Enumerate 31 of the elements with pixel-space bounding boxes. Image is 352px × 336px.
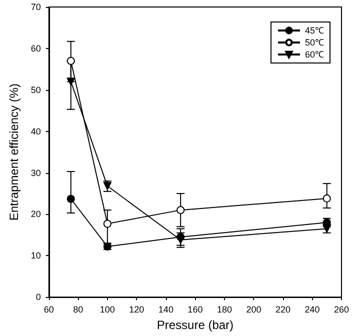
x-tick-label: 100 (100, 304, 115, 315)
y-tick-label: 10 (30, 250, 41, 261)
point (322, 194, 331, 202)
y-tick-label: 50 (30, 84, 41, 95)
point (66, 78, 75, 86)
legend-label: 60℃ (304, 50, 324, 60)
y-tick-label: 20 (30, 209, 41, 220)
legend-label: 45℃ (304, 26, 324, 36)
point (176, 236, 185, 244)
point (66, 194, 75, 203)
legend-label: 50℃ (304, 38, 324, 48)
x-tick-label: 200 (246, 304, 262, 315)
x-tick-label: 80 (73, 304, 84, 315)
point (176, 206, 185, 214)
x-tick-label: 240 (304, 304, 320, 315)
y-tick-label: 70 (30, 2, 41, 12)
x-tick-label: 180 (216, 304, 232, 315)
x-tick-label: 220 (275, 304, 290, 315)
x-tick-label: 160 (188, 304, 203, 315)
y-tick-label: 60 (30, 43, 41, 54)
y-tick-label: 40 (30, 126, 41, 136)
y-tick-label: 0 (36, 292, 41, 302)
y-tick-label: 30 (30, 168, 41, 178)
point (66, 56, 75, 65)
x-tick-label: 140 (158, 304, 174, 315)
x-tick-label: 260 (334, 304, 350, 315)
point (103, 220, 112, 228)
x-axis-title: Pressure (bar) (156, 318, 234, 332)
x-tick-label: 60 (44, 304, 54, 315)
x-tick-label: 120 (129, 304, 144, 315)
y-axis-title: Entrapment efficiency (%) (7, 83, 21, 221)
